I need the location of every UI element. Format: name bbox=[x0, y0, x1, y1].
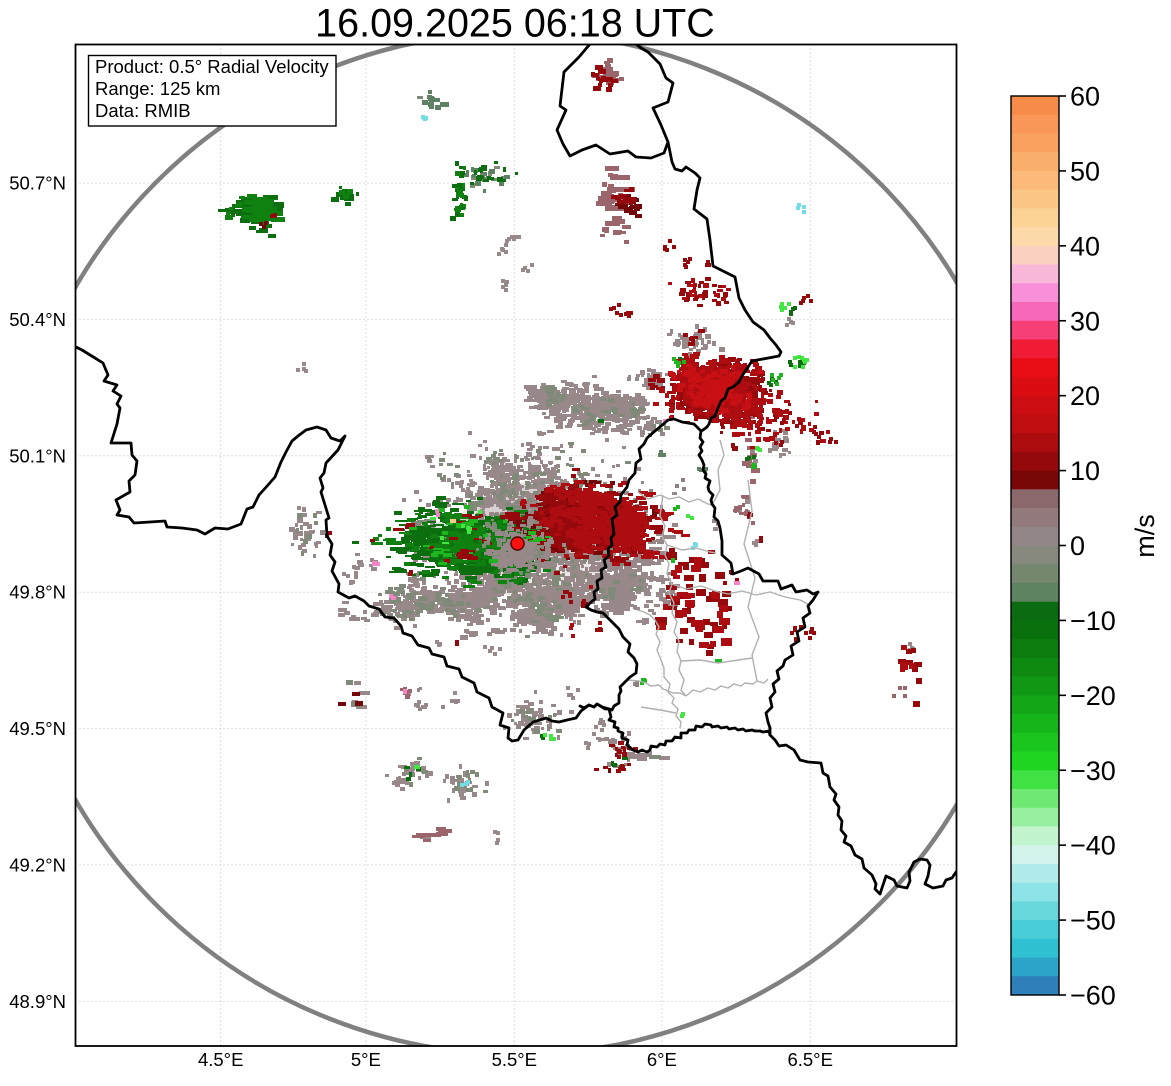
svg-text:6.5°E: 6.5°E bbox=[787, 1049, 832, 1070]
svg-text:m/s: m/s bbox=[1130, 514, 1160, 558]
svg-text:49.2°N: 49.2°N bbox=[9, 855, 66, 876]
svg-text:−20: −20 bbox=[1070, 681, 1116, 711]
svg-text:Range: 125 km: Range: 125 km bbox=[95, 78, 220, 99]
svg-text:30: 30 bbox=[1070, 306, 1100, 336]
svg-text:50.7°N: 50.7°N bbox=[9, 173, 66, 194]
svg-text:50: 50 bbox=[1070, 156, 1100, 186]
svg-text:50.1°N: 50.1°N bbox=[9, 445, 66, 466]
svg-text:6°E: 6°E bbox=[647, 1049, 677, 1070]
svg-text:49.8°N: 49.8°N bbox=[9, 582, 66, 603]
svg-text:4.5°E: 4.5°E bbox=[198, 1049, 243, 1070]
svg-text:−40: −40 bbox=[1070, 831, 1116, 861]
svg-text:20: 20 bbox=[1070, 381, 1100, 411]
svg-text:Product: 0.5° Radial Velocity: Product: 0.5° Radial Velocity bbox=[95, 56, 329, 77]
svg-text:5.5°E: 5.5°E bbox=[492, 1049, 537, 1070]
svg-text:40: 40 bbox=[1070, 231, 1100, 261]
svg-text:−30: −30 bbox=[1070, 756, 1116, 786]
svg-text:48.9°N: 48.9°N bbox=[9, 991, 66, 1012]
svg-text:60: 60 bbox=[1070, 82, 1100, 112]
svg-text:−60: −60 bbox=[1070, 981, 1116, 1011]
svg-text:Data: RMIB: Data: RMIB bbox=[95, 100, 191, 121]
svg-text:−50: −50 bbox=[1070, 906, 1116, 936]
svg-text:5°E: 5°E bbox=[351, 1049, 381, 1070]
svg-text:50.4°N: 50.4°N bbox=[9, 309, 66, 330]
svg-text:49.5°N: 49.5°N bbox=[9, 718, 66, 739]
svg-text:16.09.2025 06:18 UTC: 16.09.2025 06:18 UTC bbox=[315, 2, 715, 46]
svg-text:0: 0 bbox=[1070, 531, 1085, 561]
svg-text:−10: −10 bbox=[1070, 606, 1116, 636]
svg-text:10: 10 bbox=[1070, 456, 1100, 486]
